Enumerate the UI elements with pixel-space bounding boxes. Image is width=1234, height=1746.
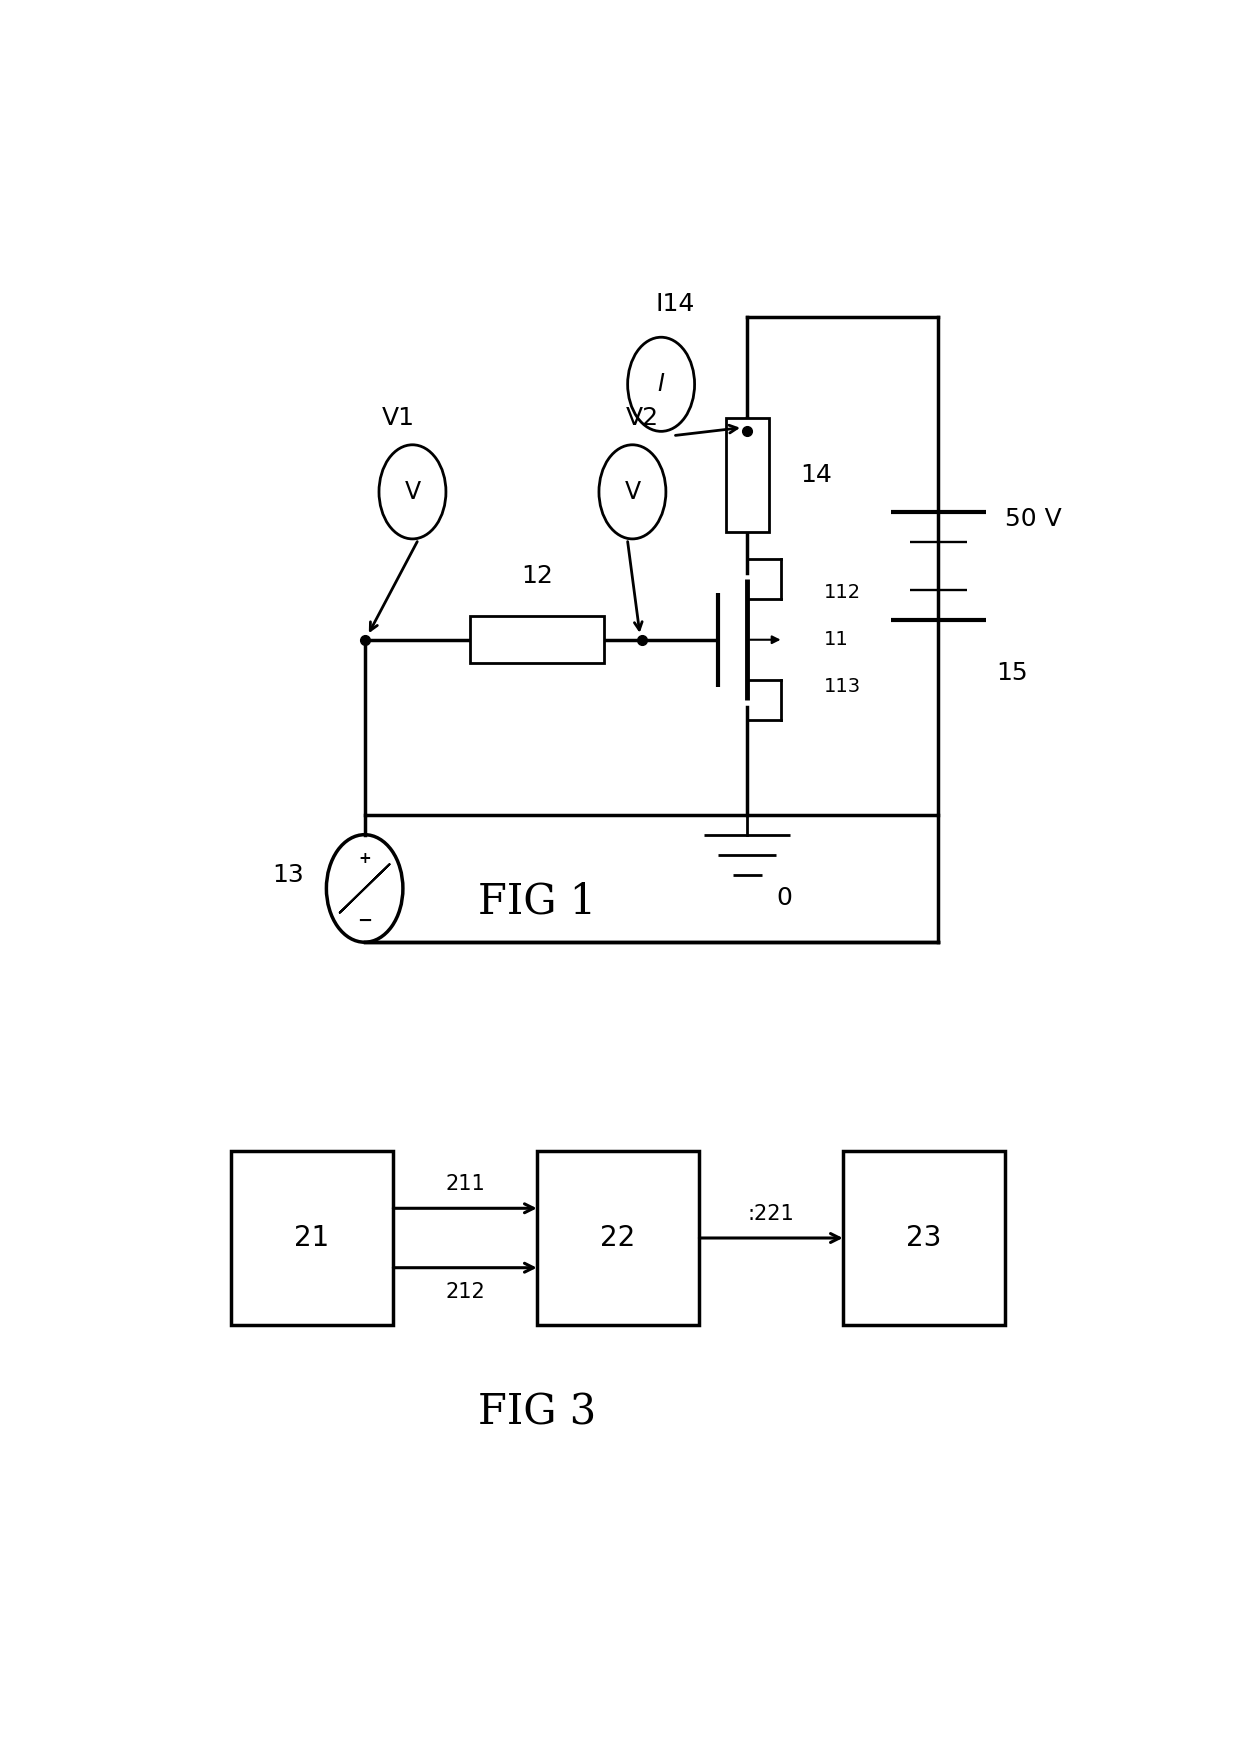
Text: V: V	[405, 480, 421, 505]
Text: 112: 112	[824, 583, 861, 602]
Bar	[843, 1151, 1006, 1325]
Bar	[231, 1151, 394, 1325]
Text: 211: 211	[445, 1173, 485, 1194]
Text: V1: V1	[381, 405, 415, 430]
Text: 12: 12	[521, 564, 553, 588]
Text: −: −	[357, 911, 373, 929]
Text: V: V	[624, 480, 640, 505]
Text: V2: V2	[626, 405, 659, 430]
Text: 14: 14	[800, 463, 832, 487]
Text: 23: 23	[907, 1224, 942, 1252]
Text: 21: 21	[295, 1224, 329, 1252]
Text: 15: 15	[996, 662, 1028, 686]
Text: I14: I14	[655, 292, 695, 316]
Text: 11: 11	[824, 630, 849, 650]
Text: I: I	[658, 372, 665, 396]
Bar	[726, 417, 769, 533]
Bar	[470, 616, 603, 663]
Text: 50 V: 50 V	[1006, 506, 1062, 531]
Text: 22: 22	[601, 1224, 636, 1252]
Text: 13: 13	[273, 863, 304, 887]
Text: 212: 212	[445, 1282, 485, 1303]
Bar	[537, 1151, 700, 1325]
Text: +: +	[358, 852, 371, 866]
Text: :221: :221	[748, 1203, 795, 1224]
Text: FIG 3: FIG 3	[478, 1392, 596, 1433]
Text: 0: 0	[776, 885, 792, 910]
Text: FIG 1: FIG 1	[478, 882, 596, 924]
Text: 113: 113	[824, 677, 861, 697]
